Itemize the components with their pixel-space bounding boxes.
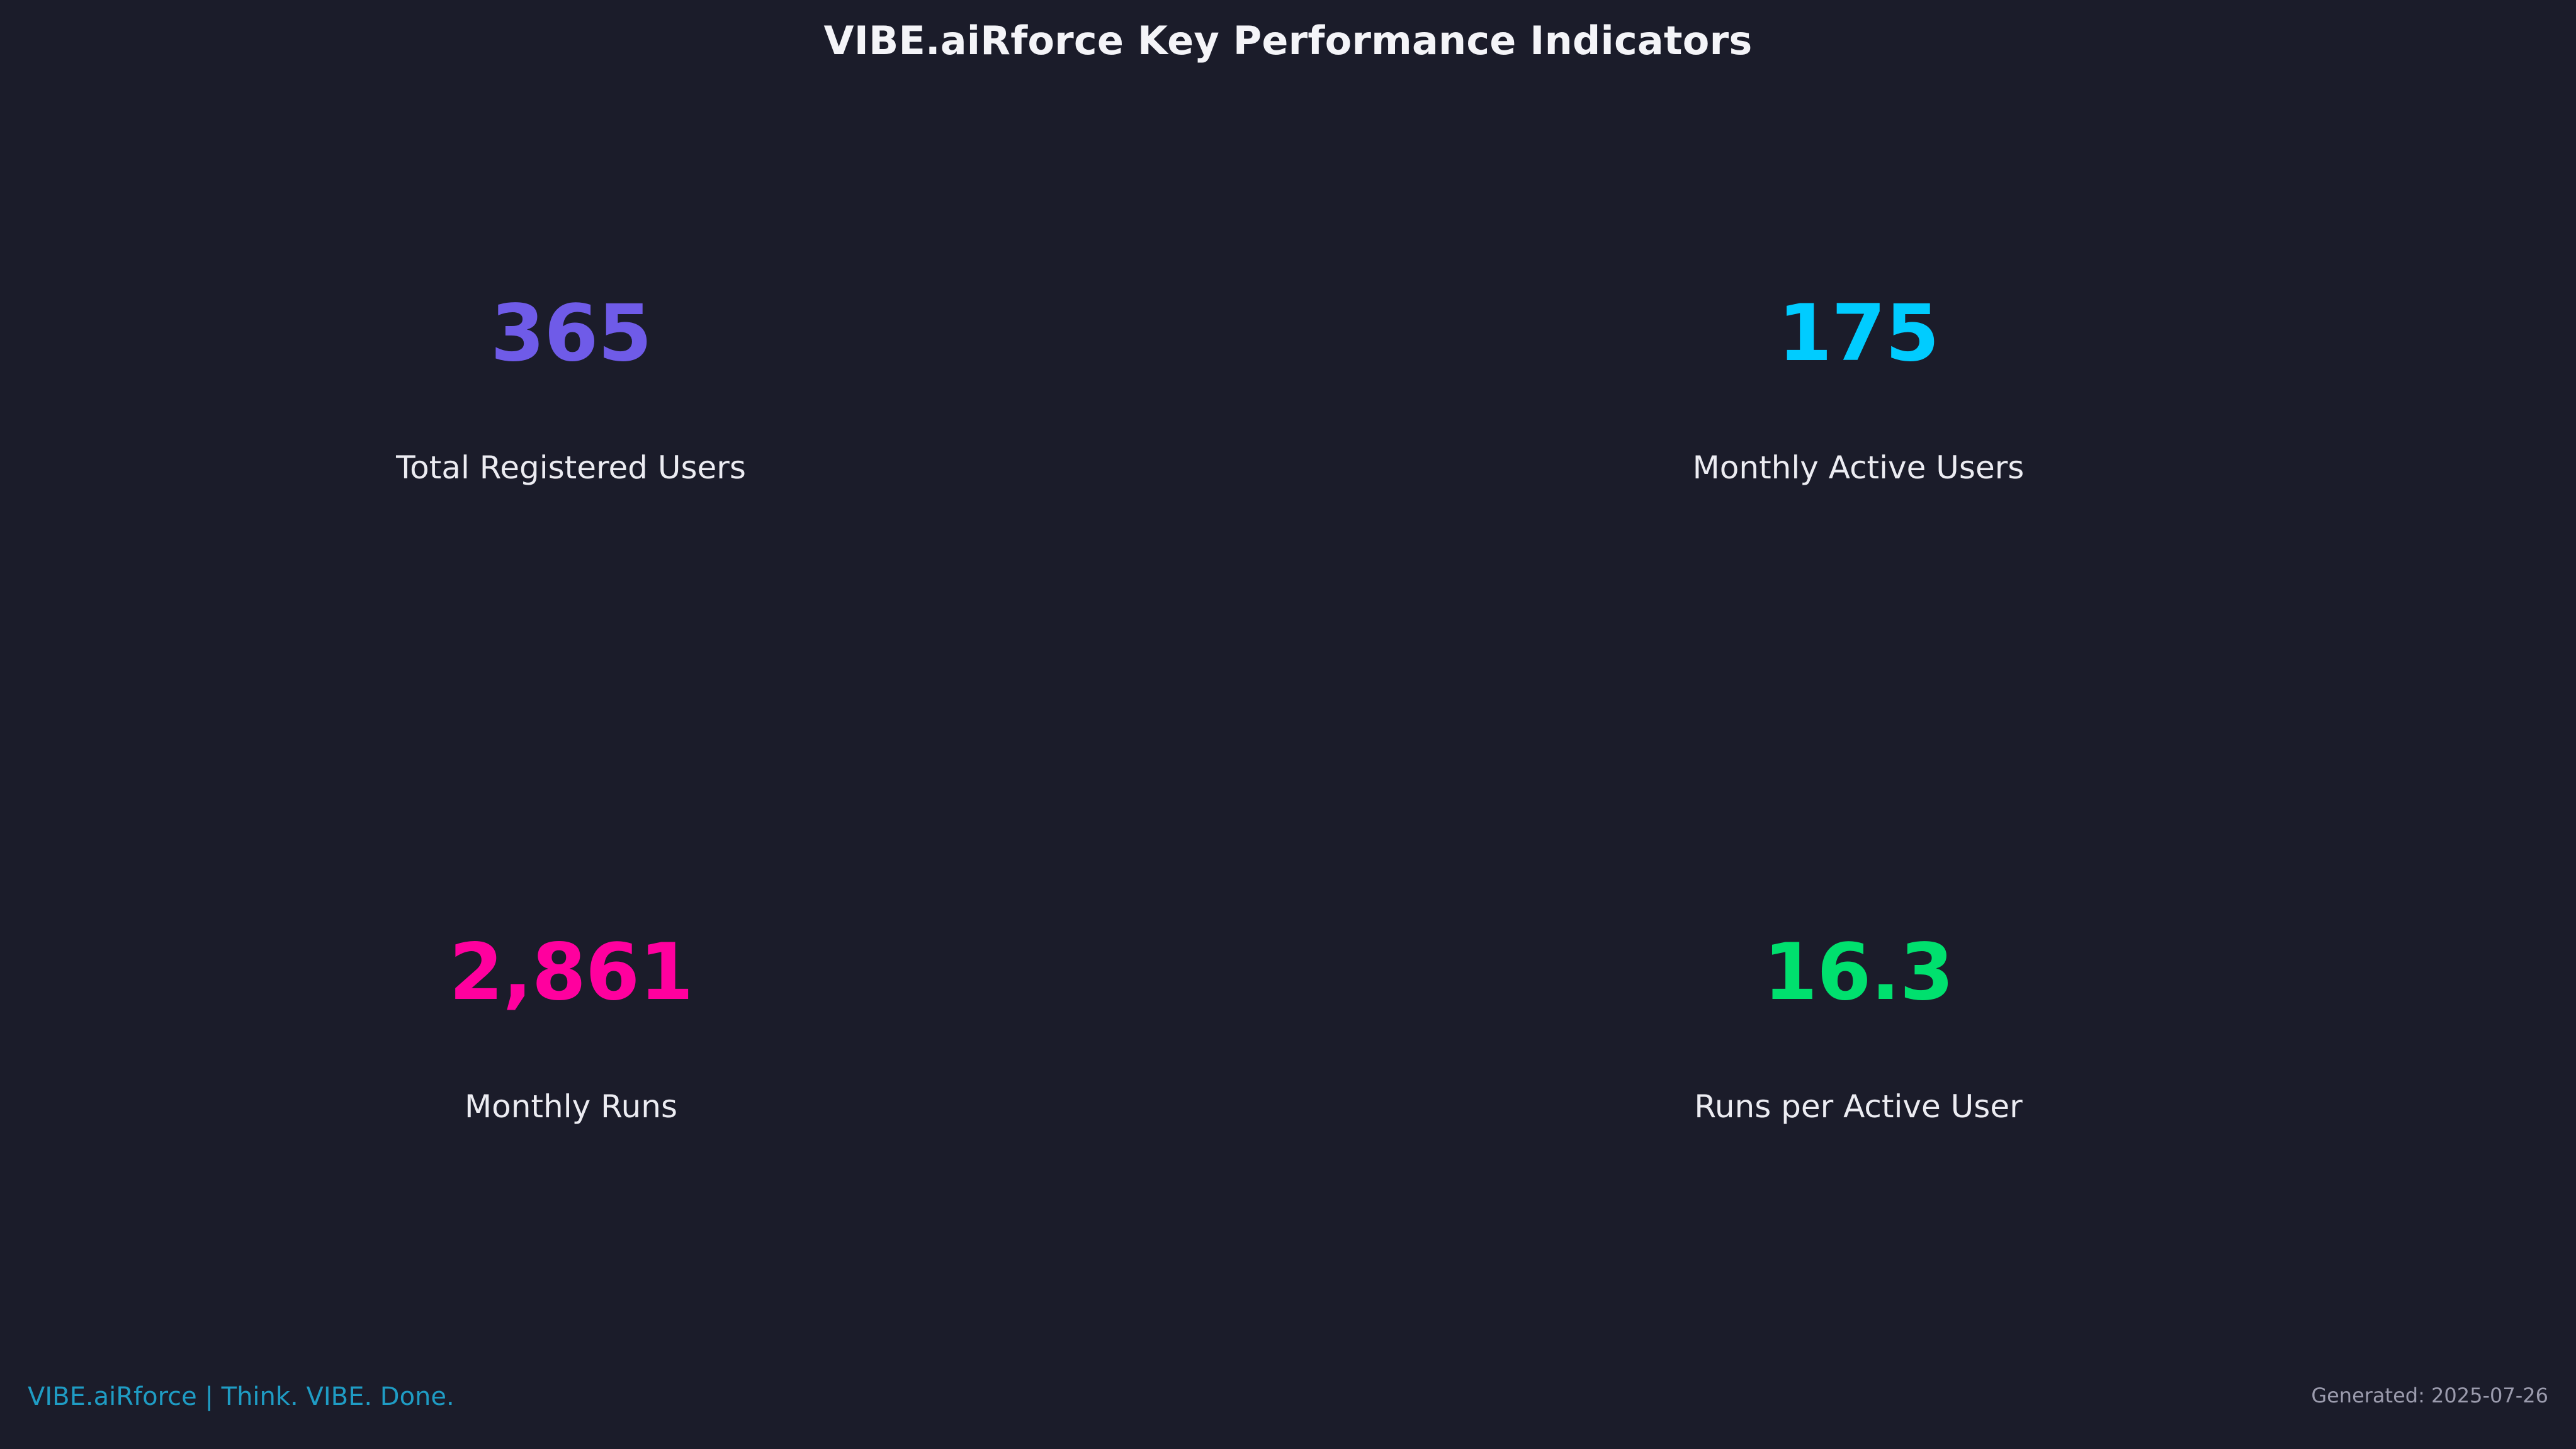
kpi-value-total-registered-users: 365 <box>490 288 652 379</box>
footer-generated-timestamp: Generated: 2025-07-26 <box>2311 1384 2548 1407</box>
kpi-label-monthly-active-users: Monthly Active Users <box>1692 449 2025 486</box>
kpi-value-monthly-active-users: 175 <box>1778 288 1940 379</box>
kpi-card-monthly-runs: 2,861 Monthly Runs <box>0 719 1288 1358</box>
kpi-card-monthly-active-users: 175 Monthly Active Users <box>1288 81 2576 719</box>
kpi-card-total-registered-users: 365 Total Registered Users <box>0 81 1288 719</box>
kpi-label-total-registered-users: Total Registered Users <box>396 449 746 486</box>
kpi-label-monthly-runs: Monthly Runs <box>464 1088 677 1125</box>
footer-brand-tagline: VIBE.aiRforce | Think. VIBE. Done. <box>28 1382 455 1411</box>
footer: VIBE.aiRforce | Think. VIBE. Done. Gener… <box>0 1358 2576 1449</box>
page-title: VIBE.aiRforce Key Performance Indicators <box>823 17 1753 64</box>
kpi-label-runs-per-active-user: Runs per Active User <box>1694 1088 2023 1125</box>
kpi-card-runs-per-active-user: 16.3 Runs per Active User <box>1288 719 2576 1358</box>
kpi-value-monthly-runs: 2,861 <box>449 927 693 1018</box>
kpi-value-runs-per-active-user: 16.3 <box>1763 927 1954 1018</box>
kpi-grid: 365 Total Registered Users 175 Monthly A… <box>0 81 2576 1358</box>
